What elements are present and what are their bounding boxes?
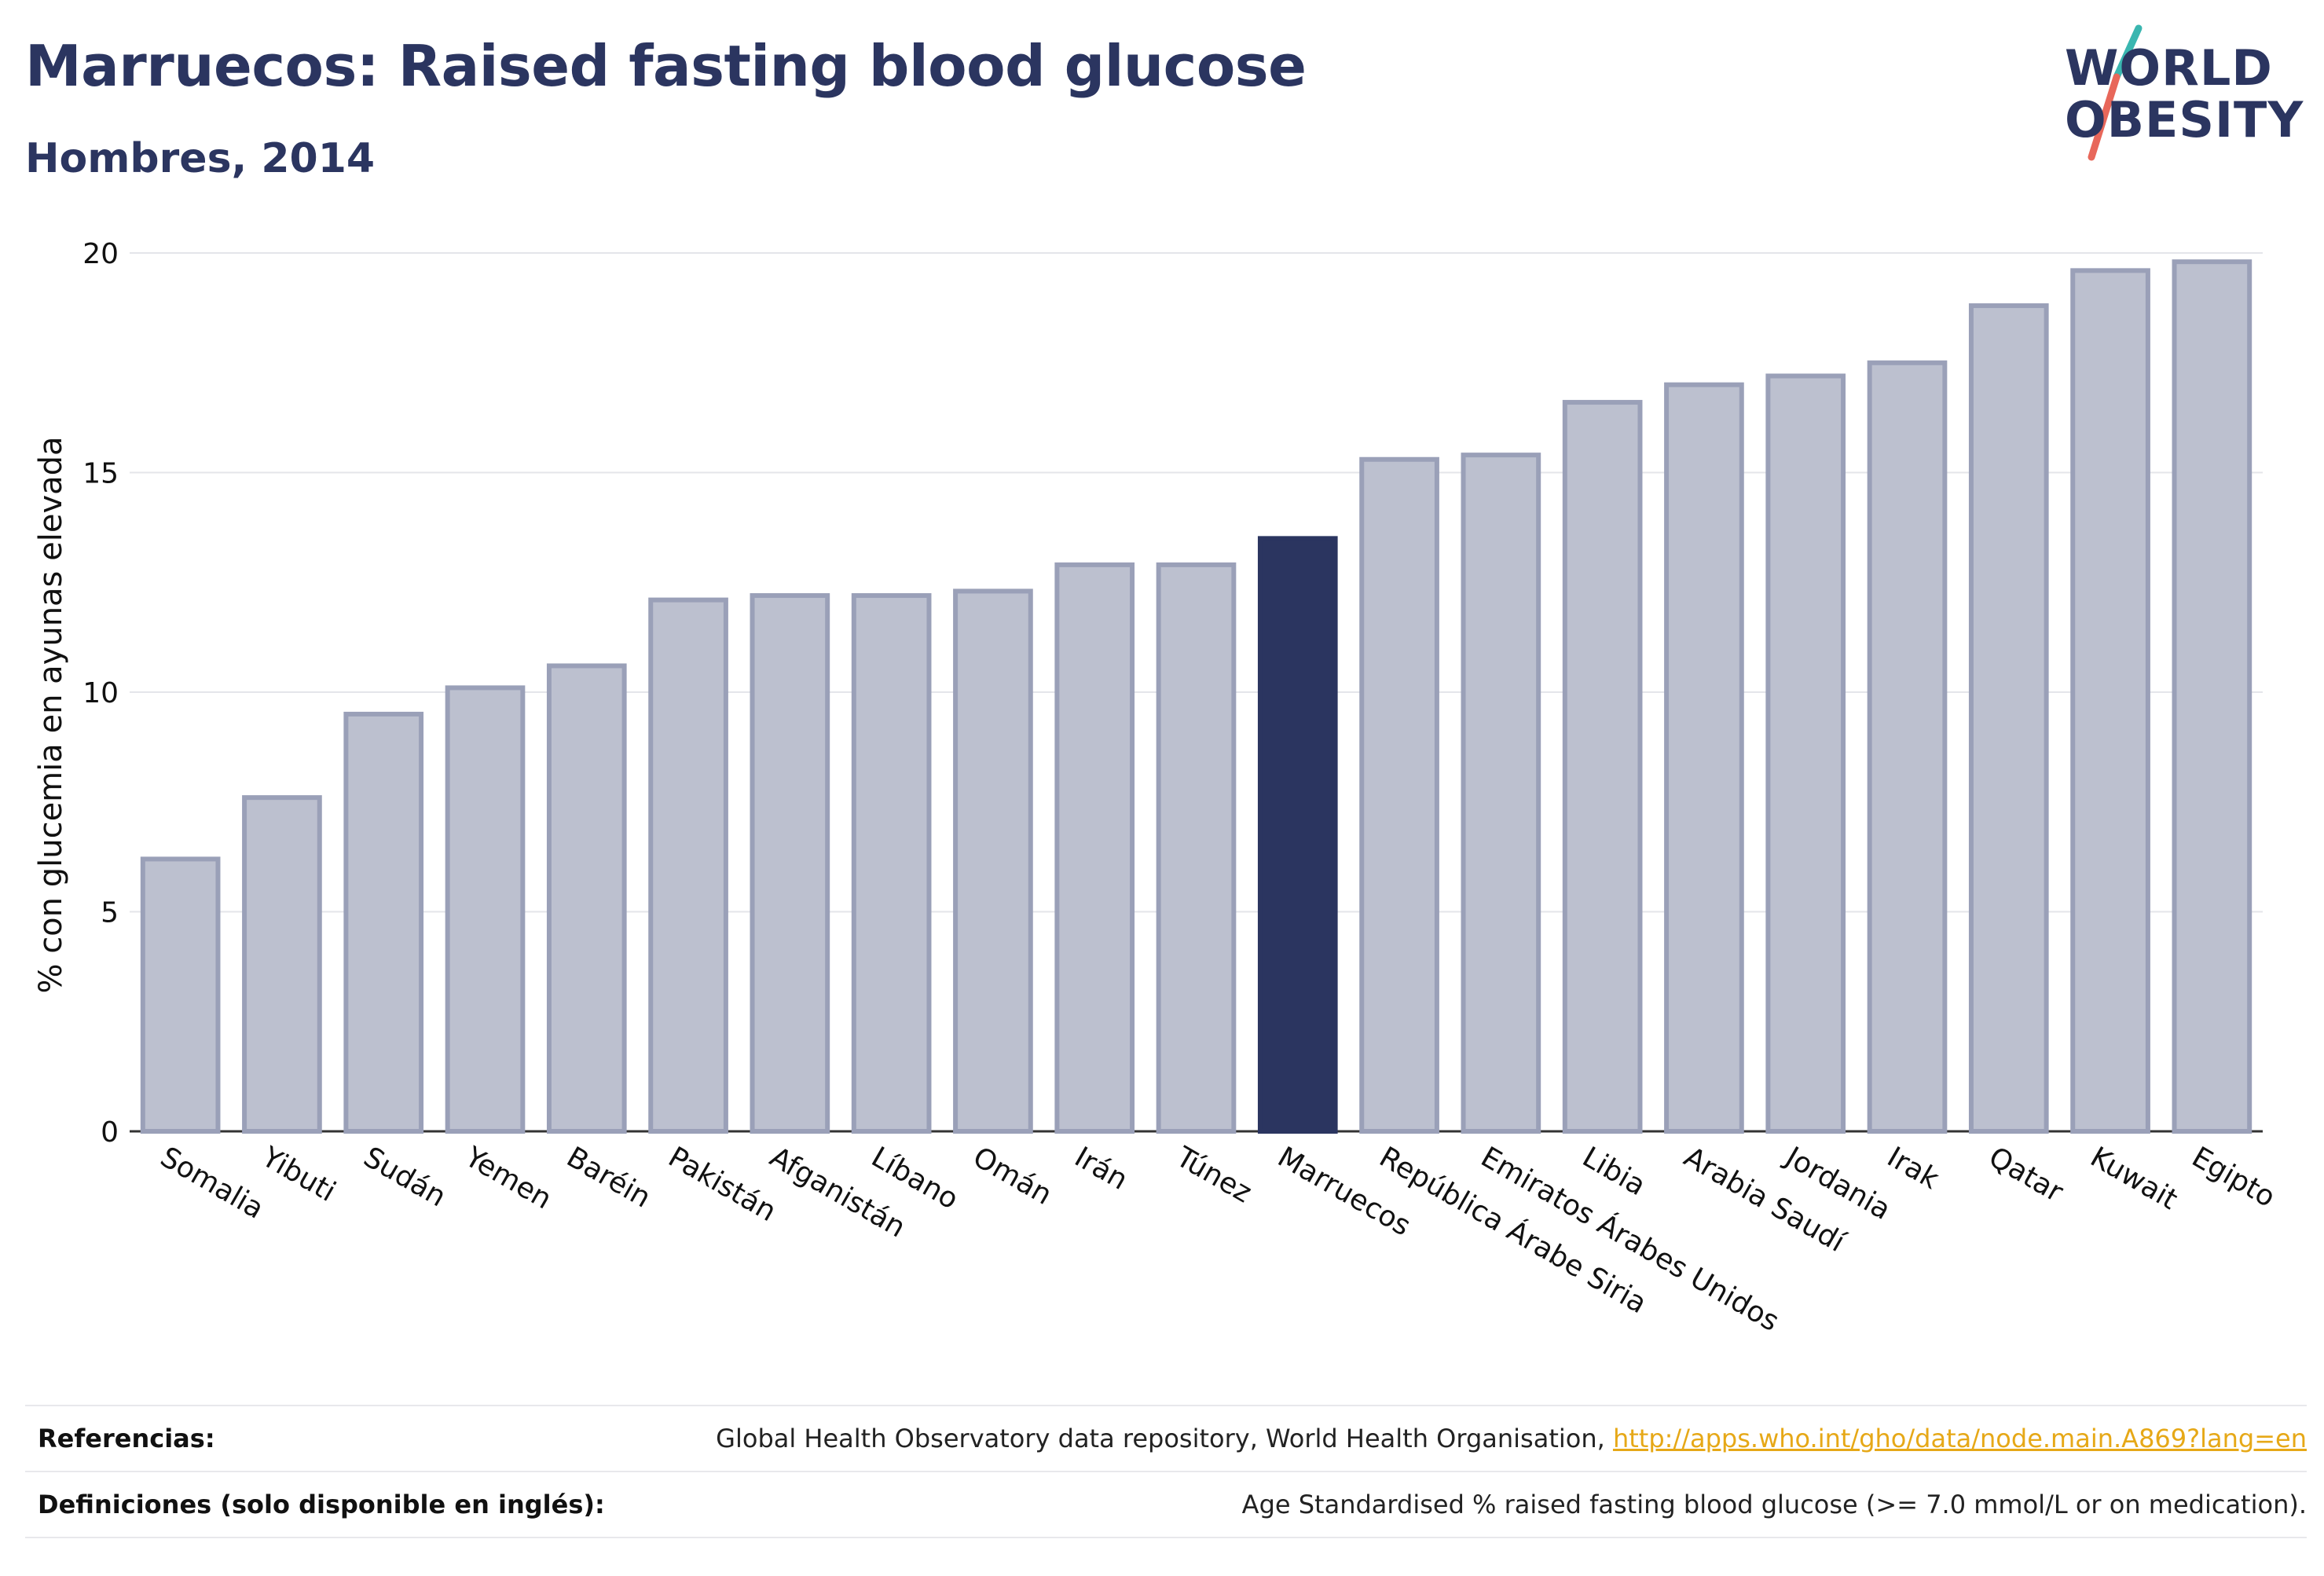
logo-slash-icon — [2088, 24, 2143, 161]
x-tick-label: Sudán — [358, 1141, 452, 1213]
references-row: Referencias: Global Health Observatory d… — [25, 1405, 2307, 1471]
x-tick-label: Baréin — [561, 1141, 656, 1214]
bar-marruecos — [1257, 536, 1338, 1134]
bar-omán — [953, 588, 1033, 1134]
definitions-label: Definiciones (solo disponible en inglés)… — [38, 1490, 605, 1519]
bar-pakistán — [648, 597, 728, 1134]
page-title: Marruecos: Raised fasting blood glucose — [25, 33, 1307, 99]
x-tick-label: Somalia — [155, 1141, 269, 1226]
bar-túnez — [1156, 562, 1237, 1134]
bar-jordania — [1765, 373, 1846, 1134]
x-tick-label: Pakistán — [663, 1141, 782, 1228]
bar-libia — [1562, 400, 1643, 1134]
bar-sudán — [343, 711, 424, 1134]
bar-irak — [1867, 360, 1948, 1134]
bar-yemen — [445, 685, 526, 1134]
bar-kuwait — [2070, 268, 2150, 1134]
x-tick-label: Egipto — [2187, 1141, 2281, 1214]
x-tick-label: Yemen — [459, 1141, 557, 1216]
y-tick-label: 5 — [101, 897, 119, 929]
y-tick-label: 20 — [82, 238, 119, 270]
x-tick-label: Libia — [1577, 1141, 1651, 1202]
x-tick-label: Irán — [1069, 1141, 1133, 1197]
x-tick-label: Omán — [967, 1141, 1057, 1211]
world-obesity-logo: WORLD OBESITY — [2051, 22, 2318, 171]
references-text: Global Health Observatory data repositor… — [716, 1424, 1605, 1453]
definitions-text: Age Standardised % raised fasting blood … — [1241, 1490, 2307, 1519]
y-tick-label: 0 — [101, 1116, 119, 1149]
references-link[interactable]: http://apps.who.int/gho/data/node.main.A… — [1612, 1424, 2307, 1453]
logo-text-line-2: OBESITY — [2065, 91, 2304, 148]
bar-república-árabe-siria — [1359, 456, 1439, 1134]
y-tick-label: 15 — [82, 458, 119, 490]
x-tick-label: Kuwait — [2085, 1141, 2183, 1216]
definitions-row: Definiciones (solo disponible en inglés)… — [25, 1471, 2307, 1538]
bar-egipto — [2172, 259, 2253, 1134]
bar-qatar — [1968, 303, 2049, 1134]
bar-irán — [1054, 562, 1135, 1134]
bar-baréin — [546, 663, 627, 1134]
y-tick-label: 10 — [82, 677, 119, 709]
x-tick-label: Irak — [1882, 1141, 1945, 1196]
bar-somalia — [140, 856, 221, 1134]
x-tick-label: Túnez — [1170, 1141, 1257, 1210]
x-tick-label: Qatar — [1983, 1141, 2068, 1208]
references-label: Referencias: — [38, 1424, 215, 1453]
bar-yibuti — [242, 795, 322, 1134]
bar-líbano — [851, 593, 932, 1134]
bar-emiratos-árabes-unidos — [1461, 453, 1541, 1134]
y-tick-labels: 0 5 10 15 20 — [82, 238, 119, 1149]
bar-afganistán — [750, 593, 830, 1134]
logo-text-line-1: WORLD — [2065, 39, 2273, 97]
page-subtitle: Hombres, 2014 — [25, 135, 376, 182]
references-value: Global Health Observatory data repositor… — [716, 1424, 2307, 1453]
bars-layer — [140, 259, 2253, 1134]
y-axis-label: % con glucemia en ayunas elevada — [33, 436, 69, 993]
bar-arabia-saudí — [1664, 382, 1744, 1134]
